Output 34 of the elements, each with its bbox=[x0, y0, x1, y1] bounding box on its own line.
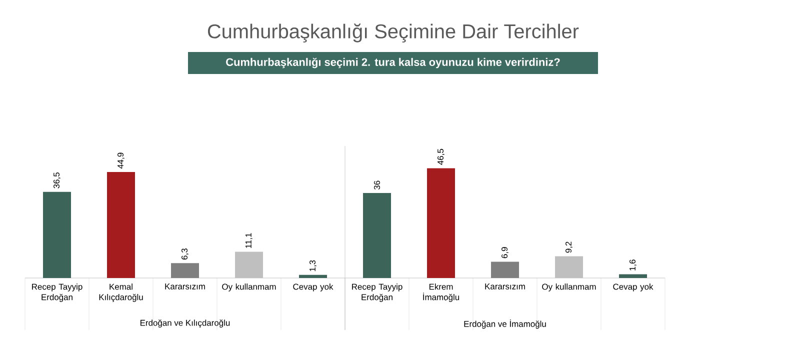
bar bbox=[299, 274, 328, 278]
x-tick-label: Oy kullanmam bbox=[222, 284, 276, 292]
text: Cumhurbaşkanlığı Seçimine Dair Tercihler bbox=[208, 24, 579, 42]
x-tick-label: Kararsızım bbox=[165, 284, 205, 290]
bar bbox=[427, 168, 456, 278]
x-tick-label: Oy kullanmam bbox=[542, 284, 596, 292]
x-tick-label: Kemal Kılıçdaroğlu bbox=[99, 284, 143, 302]
text: Cumhurbaşkanlığı seçimi 2. tura kalsa oyunuzu kime verirdiniz? bbox=[226, 58, 560, 68]
x-tick-label: Kararsızım bbox=[485, 284, 525, 290]
data-label: 1,6 bbox=[630, 260, 637, 270]
data-label: 44,9 bbox=[118, 152, 124, 169]
bar bbox=[363, 193, 392, 278]
data-label: 36,5 bbox=[54, 172, 60, 188]
data-label: 11,1 bbox=[246, 233, 252, 248]
data-label: 46,5 bbox=[438, 148, 445, 165]
x-tick-label: Cevap yok bbox=[293, 284, 334, 292]
bar bbox=[491, 262, 520, 278]
data-label: 6,9 bbox=[502, 247, 509, 258]
bar bbox=[107, 172, 136, 278]
bar bbox=[555, 256, 584, 278]
data-label: 36 bbox=[374, 180, 380, 190]
x-axis-title: Erdoğan ve İmamoğlu bbox=[464, 320, 546, 329]
bar bbox=[171, 263, 200, 278]
bar bbox=[235, 252, 264, 278]
data-label: 1,3 bbox=[310, 260, 316, 272]
x-tick-label: Ekrem İmamoğlu bbox=[423, 284, 460, 302]
x-tick-label: Recep Tayyip Erdoğan bbox=[352, 284, 402, 302]
x-tick-label: Recep Tayyip Erdoğan bbox=[32, 284, 82, 302]
data-label: 9,2 bbox=[566, 242, 573, 253]
data-label: 6,3 bbox=[182, 248, 188, 260]
x-tick-label: Cevap yok bbox=[613, 284, 654, 292]
bar bbox=[619, 274, 648, 278]
x-axis-title: Erdoğan ve Kılıçdaroğlu bbox=[140, 320, 230, 328]
bar bbox=[43, 192, 72, 278]
